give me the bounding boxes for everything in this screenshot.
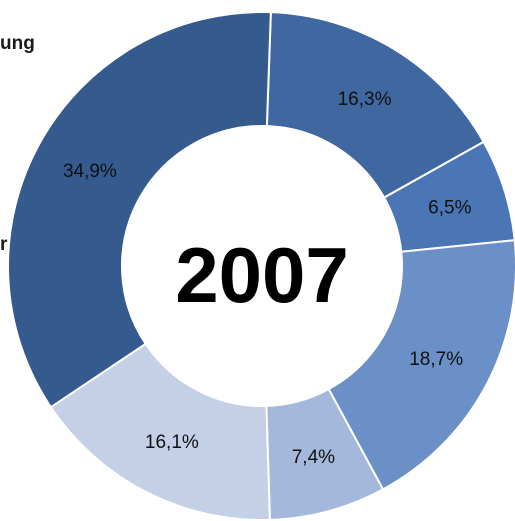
segment-value-label-2: 6,5% — [428, 198, 471, 219]
segment-value-label-3: 18,7% — [409, 349, 463, 370]
donut-segment-3 — [327, 239, 515, 491]
donut-segment-1 — [265, 11, 485, 199]
legend-label-top: ung — [0, 33, 35, 54]
segment-value-label-6: 34,9% — [63, 161, 117, 182]
segment-labels: 16,3% 6,5% 18,7% 7,4% 16,1% 34,9% — [63, 89, 472, 468]
segment-value-label-1: 16,3% — [338, 89, 392, 110]
legend-label-mid: r — [0, 234, 8, 255]
donut-segment-6 — [7, 11, 272, 409]
segment-value-label-4: 7,4% — [292, 447, 335, 468]
center-year-label: 2007 — [175, 231, 349, 319]
segment-value-label-5: 16,1% — [145, 432, 199, 453]
donut-segments — [7, 11, 515, 521]
donut-segment-5 — [49, 342, 271, 521]
